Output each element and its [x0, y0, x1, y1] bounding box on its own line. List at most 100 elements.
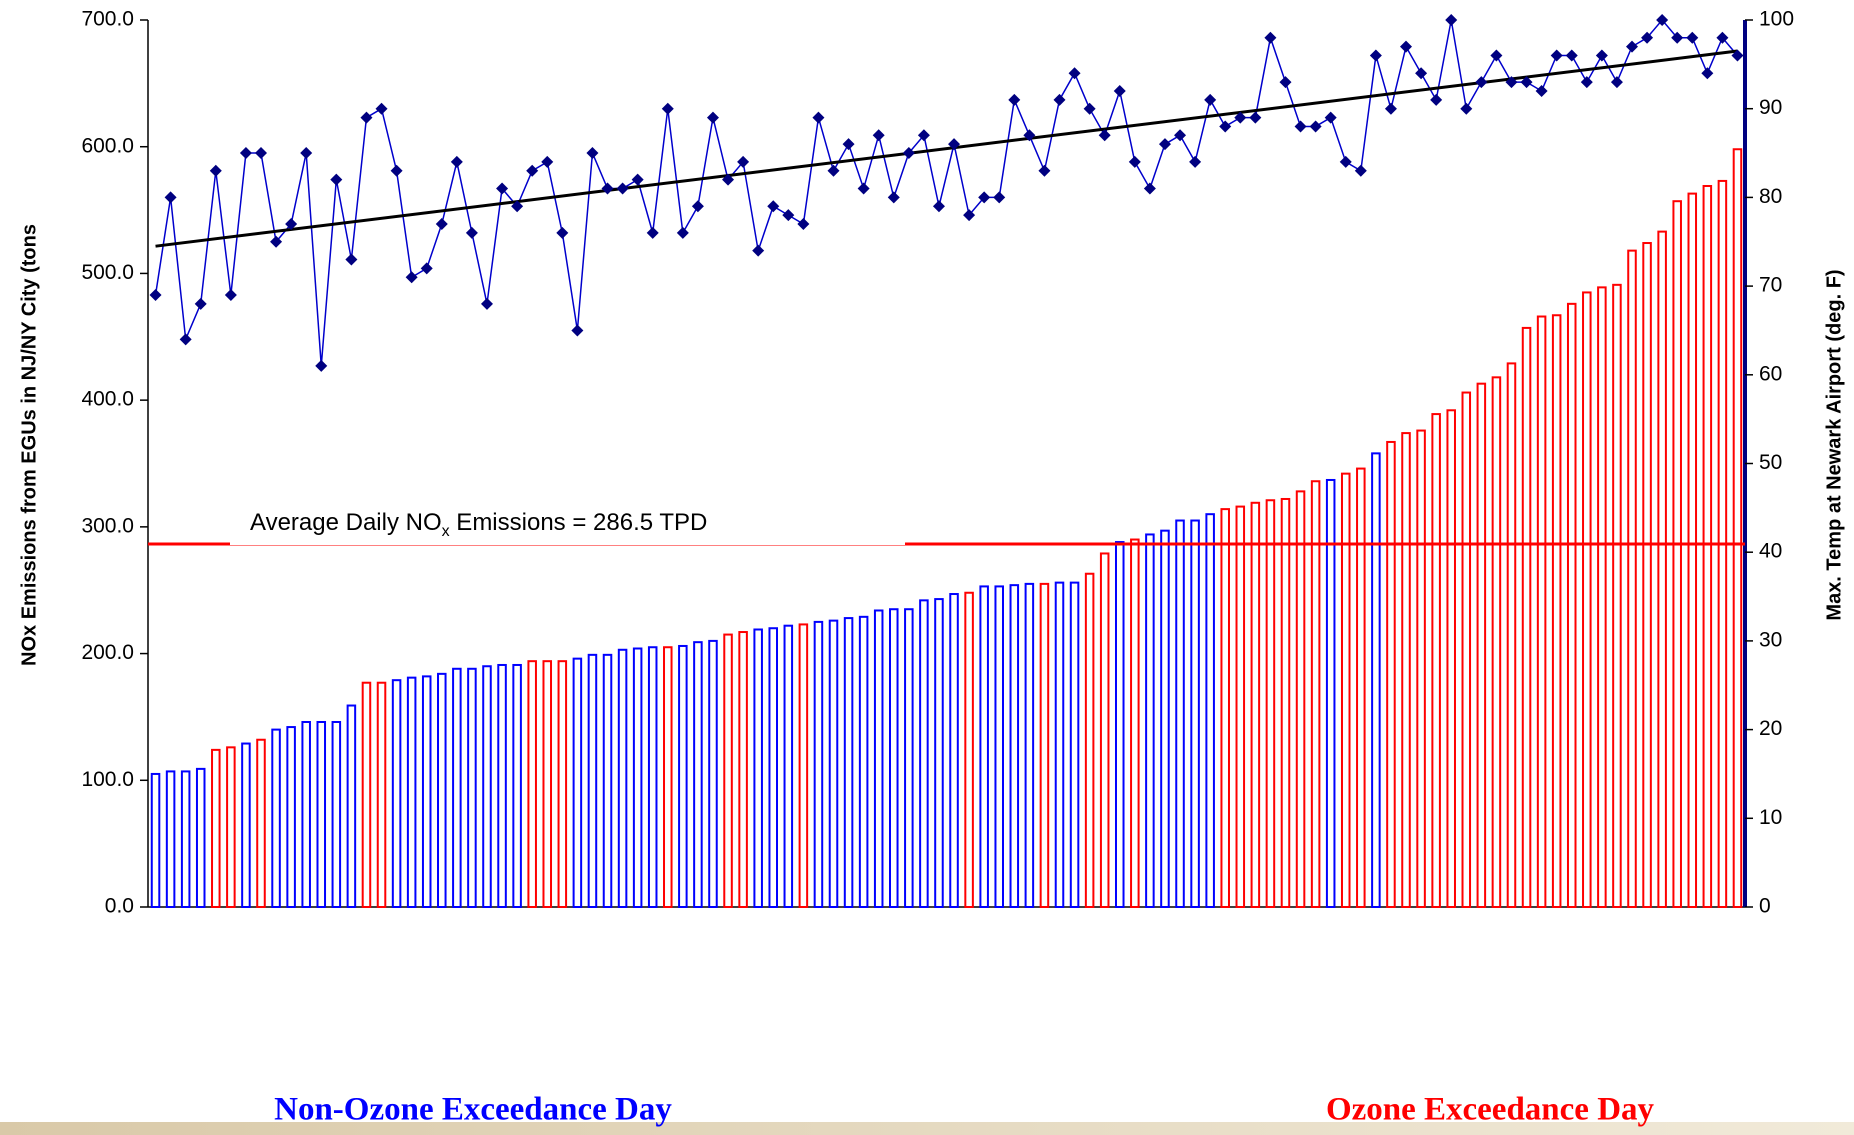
- bar: [1386, 440, 1396, 908]
- bar: [1310, 480, 1321, 908]
- marker: [1475, 76, 1488, 89]
- legend-label: Non-Ozone Exceedance Day: [274, 1092, 672, 1128]
- marker: [1565, 49, 1578, 62]
- y2-tick-label: 40: [1759, 540, 1782, 563]
- bar: [1175, 519, 1185, 908]
- annotation-part: Emissions = 286.5 TPD: [450, 509, 708, 536]
- marker: [1445, 14, 1458, 26]
- marker: [511, 200, 524, 213]
- marker: [496, 182, 509, 195]
- marker: [224, 288, 237, 301]
- annotation-part: x: [442, 523, 450, 540]
- bar: [617, 648, 628, 909]
- bar: [1536, 315, 1547, 908]
- bar: [1642, 242, 1652, 908]
- marker: [932, 200, 945, 213]
- marker: [706, 111, 719, 124]
- marker: [872, 129, 885, 142]
- marker: [1505, 76, 1518, 89]
- marker: [1354, 164, 1367, 177]
- bar: [1672, 200, 1682, 909]
- bar: [437, 672, 447, 908]
- marker: [887, 191, 900, 204]
- y2-tick-label: 80: [1759, 185, 1782, 208]
- marker: [752, 244, 765, 257]
- bar: [1491, 376, 1502, 908]
- marker: [149, 288, 162, 301]
- marker: [270, 235, 283, 248]
- marker: [194, 297, 207, 310]
- bar: [858, 615, 869, 908]
- marker: [586, 147, 599, 160]
- marker: [1294, 120, 1307, 133]
- bar: [1325, 478, 1336, 908]
- marker: [842, 138, 855, 151]
- y2-tick-label: 30: [1759, 628, 1782, 651]
- y2-tick-label: 100: [1759, 8, 1794, 31]
- y2-tick-label: 20: [1759, 717, 1782, 740]
- marker: [1626, 40, 1639, 53]
- bar: [301, 720, 311, 908]
- marker: [1716, 31, 1729, 44]
- marker: [1701, 67, 1714, 80]
- bar: [482, 665, 492, 908]
- bar: [1205, 513, 1215, 909]
- y2-tick-label: 70: [1759, 274, 1782, 297]
- marker: [1204, 93, 1217, 106]
- bar: [331, 720, 342, 908]
- bar: [1265, 499, 1276, 908]
- bar: [497, 663, 507, 908]
- marker: [1369, 49, 1382, 62]
- marker: [254, 147, 267, 160]
- marker: [480, 297, 493, 310]
- plot-area: 0.0 100.0 200.0 300.0 400.0 500.0 600.0 700.0 0 1…: [81, 8, 1794, 918]
- marker: [1550, 49, 1563, 62]
- marker: [285, 218, 298, 231]
- bar: [226, 746, 236, 909]
- marker: [1279, 76, 1292, 89]
- marker: [1731, 49, 1744, 62]
- bar: [1461, 391, 1472, 909]
- bar: [512, 663, 522, 908]
- bar: [723, 633, 733, 908]
- marker: [1580, 76, 1593, 89]
- y2-tick-label: 10: [1759, 806, 1782, 829]
- bar: [919, 599, 929, 908]
- marker: [450, 155, 463, 168]
- marker: [1671, 31, 1684, 44]
- bar: [678, 644, 688, 908]
- marker: [1023, 129, 1036, 142]
- marker: [420, 262, 433, 275]
- marker: [616, 182, 629, 195]
- footer-band: [0, 1122, 1854, 1135]
- bar: [979, 585, 989, 908]
- marker: [1219, 120, 1232, 133]
- bar: [813, 620, 824, 909]
- bar: [1024, 582, 1035, 909]
- marker: [345, 253, 358, 266]
- bar: [1551, 314, 1562, 909]
- bar: [1069, 581, 1080, 909]
- marker: [722, 173, 735, 186]
- marker: [330, 173, 343, 186]
- marker: [1595, 49, 1608, 62]
- bar: [693, 641, 703, 908]
- marker: [1400, 40, 1413, 53]
- bar: [1280, 497, 1291, 908]
- y-tick-label: 100.0: [81, 768, 134, 791]
- marker: [375, 102, 388, 115]
- marker: [1249, 111, 1262, 124]
- marker: [661, 102, 674, 115]
- marker: [827, 164, 840, 177]
- marker: [300, 147, 313, 160]
- trendline: [155, 49, 1738, 248]
- bar: [256, 738, 266, 908]
- y2-tick-label: 50: [1759, 451, 1782, 474]
- marker: [1128, 155, 1141, 168]
- marker: [1174, 129, 1187, 142]
- marker: [315, 359, 328, 372]
- marker: [646, 226, 659, 239]
- marker: [902, 147, 915, 160]
- bar: [286, 726, 296, 909]
- bar: [904, 608, 914, 908]
